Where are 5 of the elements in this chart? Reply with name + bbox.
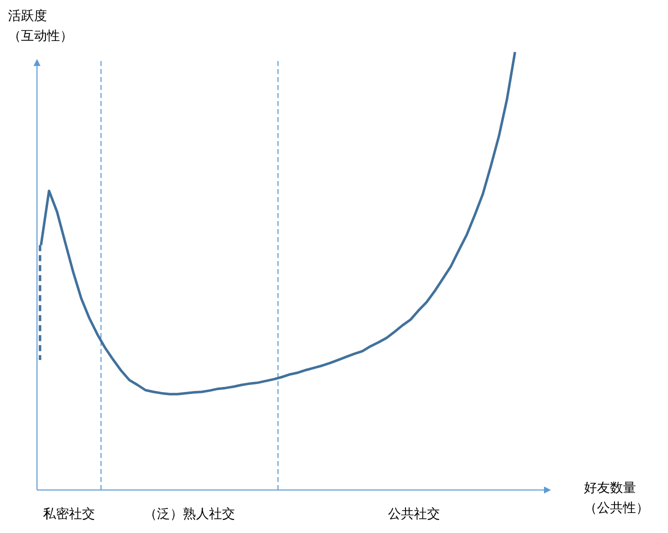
y-axis-title: 活跃度（互动性） bbox=[8, 8, 73, 44]
text: 私密社交 bbox=[43, 506, 95, 522]
text: （泛）熟人社交 bbox=[144, 506, 235, 522]
text: 公共社交 bbox=[388, 506, 440, 522]
x-axis-title: 好友数量（公共性） bbox=[584, 481, 649, 516]
